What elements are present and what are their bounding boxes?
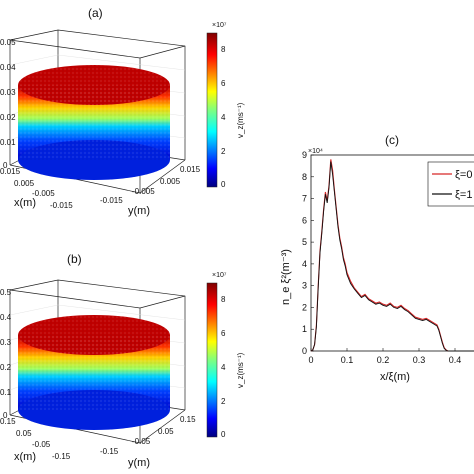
panel-b-z-tick: 0.5 [0,288,12,297]
panel-a-y-tick: 0.015 [180,165,201,174]
panel-a-z-ticks: 0.05 0.04 0.03 0.02 0.01 0 [0,38,16,170]
panel-b-x-tick: 0.05 [16,429,32,438]
series-line-xi-1 [310,161,474,352]
panel-a-xlabel: x(m) [14,197,36,209]
panel-b-y-tick: -0.05 [132,437,151,446]
panel-b-colorbar-tick: 6 [221,329,226,338]
panel-b-colorbar-tick: 2 [221,397,226,406]
panel-a-y-tick: -0.005 [132,187,155,196]
panel-c: (c) ×10⁴ 0 1 2 3 4 5 6 7 8 9 0 0.1 0.2 0.3 0.4 n_e ξ²… [280,133,474,383]
panel-a-x-tick: 0.005 [14,179,35,188]
panel-a-colorbar-tick: 0 [221,180,226,189]
panel-c-x-tick-label: 0 [308,355,313,365]
panel-a-colorbar-tick: 6 [221,79,226,88]
panel-b-z-tick: 0.3 [0,338,12,347]
panel-c-y-tick-label: 1 [302,324,307,334]
panel-c-y-exponent: ×10⁴ [308,148,323,155]
panel-b-ylabel: y(m) [128,457,150,469]
panel-a-colorbar-tick: 2 [221,147,226,156]
panel-a-x-tick: -0.015 [50,201,73,210]
panel-b-colorbar-label: v_z(ms⁻¹) [236,352,245,388]
panel-a-x-tick: -0.005 [32,189,55,198]
panel-a-particle-cylinder [18,65,170,180]
panel-b-x-tick: -0.15 [52,452,71,461]
panel-b-colorbar-exponent: ×10⁷ [212,272,227,279]
panel-c-x-tick-label: 0.3 [413,355,426,365]
panel-a-z-tick: 0.05 [0,38,16,47]
panel-c-xlabel: x/ξ(m) [380,371,410,383]
panel-c-x-tick-label: 0.4 [449,355,462,365]
panel-c-legend: ξ=0 ξ=1 [427,161,474,207]
panel-b-colorbar: ×10⁷ 8 6 4 2 0 v_z(ms⁻¹) [206,272,245,439]
panel-a-y-tick: 0.005 [160,177,181,186]
panel-c-y-tick-label: 9 [302,150,307,160]
legend-entry: ξ=0 [455,169,472,181]
panel-b-x-tick: 0.15 [0,417,16,426]
panel-a-label: (a) [88,6,103,20]
panel-c-y-tick-label: 6 [302,215,307,225]
panel-b-colorbar-tick: 8 [221,295,226,304]
panel-c-x-tick-label: 0.1 [341,355,354,365]
panel-b-y-tick: 0.05 [158,427,174,436]
panel-b-y-ticks: -0.15 -0.05 0.05 0.15 [100,415,196,456]
panel-a-z-tick: 0 [3,161,8,170]
legend-entry: ξ=1 [455,189,472,201]
panel-b-label: (b) [67,252,82,266]
panel-c-y-tick-label: 5 [302,237,307,247]
panel-a-colorbar-exponent: ×10⁷ [212,22,227,29]
panel-a-z-tick: 0.02 [0,113,16,122]
panel-c-y-tick-label: 7 [302,194,307,204]
panel-a-z-tick: 0.03 [0,88,16,97]
panel-a-y-tick: -0.015 [100,196,123,205]
panel-b-colorbar-tick: 4 [221,363,226,372]
panel-a-y-ticks: -0.015 -0.005 0.005 0.015 [100,165,201,205]
panel-b-x-ticks: 0.15 0.05 -0.05 -0.15 [0,417,71,461]
panel-b-z-ticks: 0.5 0.4 0.3 0.2 0.1 0 [0,288,12,420]
panel-c-ylabel: n_e ξ²(m⁻³) [280,249,292,305]
panel-b-x-tick: -0.05 [32,440,51,449]
panel-b-y-tick: 0.15 [180,415,196,424]
panel-b-particle-cylinder [18,315,170,430]
panel-a: (a) 0.05 0.0 [0,6,245,217]
panel-c-y-tick-label: 0 [302,346,307,356]
panel-b-y-tick: -0.15 [100,447,119,456]
panel-c-x-tick-label: 0.2 [377,355,390,365]
panel-b-xlabel: x(m) [14,451,36,463]
panel-a-x-ticks: 0.015 0.005 -0.005 -0.015 [0,167,73,210]
panel-c-y-tick-label: 2 [302,302,307,312]
panel-a-colorbar-label: v_z(ms⁻¹) [236,102,245,138]
panel-c-y-tick-label: 3 [302,281,307,291]
panel-a-colorbar-tick: 8 [221,45,226,54]
panel-a-z-tick: 0.04 [0,63,16,72]
panel-b-z-tick: 0.1 [0,388,12,397]
panel-a-colorbar: ×10⁷ 8 6 4 2 0 v_z(ms⁻¹) [206,22,245,189]
panel-a-x-tick: 0.015 [0,167,21,176]
panel-b: (b) 0.5 0.4 0.3 [0,252,245,469]
panel-c-series [310,159,474,352]
panel-c-y-tick-label: 8 [302,172,307,182]
panel-a-ylabel: y(m) [128,205,150,217]
panel-c-y-tick-label: 4 [302,259,307,269]
panel-a-colorbar-tick: 4 [221,113,226,122]
panel-b-z-tick: 0 [3,411,8,420]
panel-c-label: (c) [385,133,399,147]
panel-a-z-tick: 0.01 [0,138,16,147]
panel-c-y-ticks: 0 1 2 3 4 5 6 7 8 9 [302,150,314,356]
panel-b-z-tick: 0.4 [0,313,12,322]
panel-b-z-tick: 0.2 [0,363,12,372]
panel-b-colorbar-tick: 0 [221,430,226,439]
